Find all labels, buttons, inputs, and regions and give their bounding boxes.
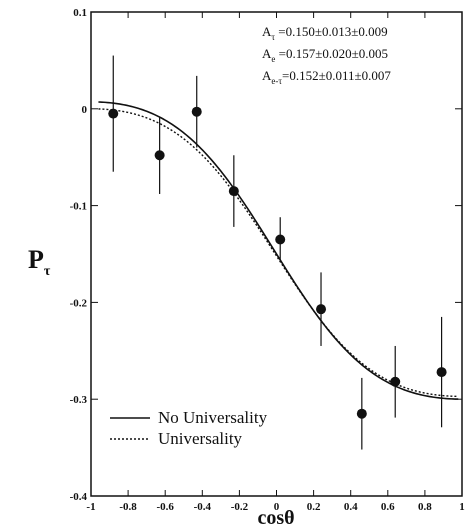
legend-label-1: Universality	[158, 429, 243, 448]
y-tick-label-1: 0	[82, 104, 88, 116]
data-point-3	[228, 186, 239, 197]
y-axis-title-sub: τ	[44, 264, 51, 279]
y-tick-label-3: -0.2	[70, 297, 88, 309]
annotation-0: Aτ =0.150±0.013±0.009	[262, 24, 388, 42]
x-tick-label-7: 0.4	[344, 501, 358, 513]
annotation-sub-0: τ	[271, 32, 275, 42]
data-point-1	[154, 150, 165, 161]
x-tick-label-5: 0	[274, 501, 280, 513]
legend-label-0: No Universality	[158, 408, 268, 427]
annotation-main-2: A	[262, 68, 272, 83]
annotation-1: Ae =0.157±0.020±0.005	[262, 46, 388, 64]
x-tick-label-1: -0.8	[119, 501, 137, 513]
y-tick-label-0: 0.1	[73, 7, 87, 19]
tick-marks	[90, 11, 463, 497]
data-point-5	[316, 304, 327, 315]
annotation-main-1: A	[262, 46, 272, 61]
data-point-8	[436, 367, 447, 378]
legend: No Universality Universality	[110, 408, 268, 448]
tick-labels: -1 -0.8 -0.6 -0.4 -0.2 0 0.2 0.4 0.6 0.8 1 0.1 0 -0.1…	[70, 7, 465, 513]
annotation-sub-1: e	[271, 54, 275, 64]
annotation-2: Ae-τ=0.152±0.011±0.007	[262, 68, 391, 86]
x-tick-label-4: -0.2	[231, 501, 249, 513]
y-axis-title: Pτ	[28, 245, 51, 279]
annotation-value-2: =0.152±0.011±0.007	[282, 68, 391, 83]
x-axis-title: cosθ	[257, 507, 294, 528]
x-tick-label-3: -0.4	[194, 501, 212, 513]
curve-universality	[98, 108, 459, 398]
y-axis-title-main: P	[28, 245, 44, 274]
annotation-value-1: =0.157±0.020±0.005	[275, 46, 388, 61]
x-tick-label-9: 0.8	[418, 501, 432, 513]
data-point-4	[275, 234, 286, 245]
data-point-7	[390, 376, 401, 387]
data-point-6	[356, 408, 367, 419]
x-tick-label-10: 1	[459, 501, 465, 513]
curve-no-universality	[98, 101, 459, 400]
x-tick-label-0: -1	[86, 501, 95, 513]
data-points	[108, 55, 447, 450]
x-tick-label-2: -0.6	[156, 501, 174, 513]
x-tick-label-8: 0.6	[381, 501, 395, 513]
x-tick-label-6: 0.2	[307, 501, 321, 513]
y-tick-label-4: -0.3	[70, 394, 88, 406]
data-point-2	[191, 106, 202, 117]
y-tick-label-5: -0.4	[70, 491, 88, 503]
annotation-main-0: A	[262, 24, 272, 39]
annotation-value-0: =0.150±0.013±0.009	[275, 24, 388, 39]
annotation-sub-2: e-τ	[271, 76, 282, 86]
curves	[98, 101, 459, 400]
y-tick-label-2: -0.1	[70, 201, 87, 213]
data-point-0	[108, 108, 119, 119]
